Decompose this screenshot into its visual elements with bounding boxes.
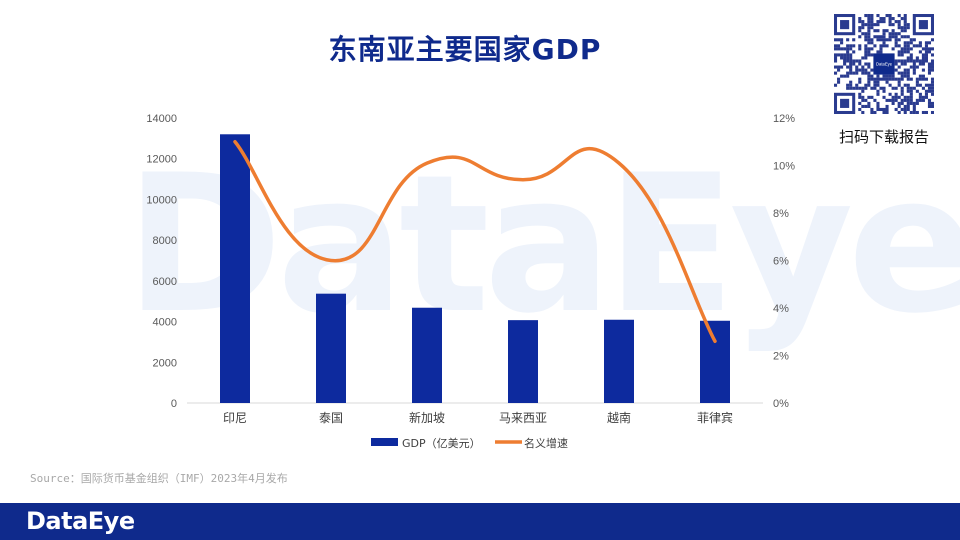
y-tick-label: 12000 xyxy=(146,154,177,166)
x-tick-label: 菲律宾 xyxy=(697,410,733,425)
x-tick-label: 印尼 xyxy=(223,411,247,425)
y2-tick-label: 4% xyxy=(773,303,789,315)
x-tick-label: 泰国 xyxy=(319,411,343,425)
qr-caption: 扫码下载报告 xyxy=(838,128,929,146)
page-title: 东南亚主要国家GDP xyxy=(328,33,602,66)
y-tick-label: 2000 xyxy=(153,357,177,369)
source-note: Source：国际货币基金组织（IMF）2023年4月发布 xyxy=(30,472,288,485)
y-tick-label: 10000 xyxy=(146,194,177,206)
bar-越南 xyxy=(604,319,634,403)
y-tick-label: 6000 xyxy=(153,276,177,288)
y2-tick-label: 6% xyxy=(773,256,789,268)
y2-tick-label: 8% xyxy=(773,208,789,220)
footer-bar: DataEye xyxy=(0,503,960,540)
x-tick-label: 马来西亚 xyxy=(499,411,547,425)
x-tick-label: 越南 xyxy=(607,410,631,425)
y-tick-label: 8000 xyxy=(153,235,177,247)
legend-label-gdp: GDP（亿美元） xyxy=(402,437,481,450)
growth-rate-line xyxy=(233,140,717,343)
y-tick-label: 0 xyxy=(171,398,177,410)
dataeye-watermark: DataEye xyxy=(125,134,960,355)
bar-印尼 xyxy=(220,134,250,404)
y-tick-label: 4000 xyxy=(153,317,177,329)
bar-菲律宾 xyxy=(700,320,730,403)
y2-tick-label: 2% xyxy=(773,351,789,363)
qr-code[interactable]: DataEye xyxy=(834,14,934,114)
qr-logo-text: DataEye xyxy=(876,62,893,67)
x-tick-label: 新加坡 xyxy=(409,410,445,425)
footer-logo: DataEye xyxy=(26,507,135,535)
y2-tick-label: 0% xyxy=(773,398,789,410)
y2-tick-label: 12% xyxy=(773,113,795,125)
bar-泰国 xyxy=(316,293,346,403)
legend-label-growth: 名义增速 xyxy=(524,436,568,450)
y2-tick-label: 10% xyxy=(773,161,795,173)
legend-swatch-gdp xyxy=(371,438,398,446)
bar-马来西亚 xyxy=(508,320,538,403)
y-tick-label: 14000 xyxy=(146,113,177,125)
qr-logo xyxy=(873,53,895,75)
gdp-chart: 0 2000 4000 6000 8000 10000 12000 14000 0% 2% 4% 6%… xyxy=(146,113,795,450)
bar-新加坡 xyxy=(412,307,442,403)
